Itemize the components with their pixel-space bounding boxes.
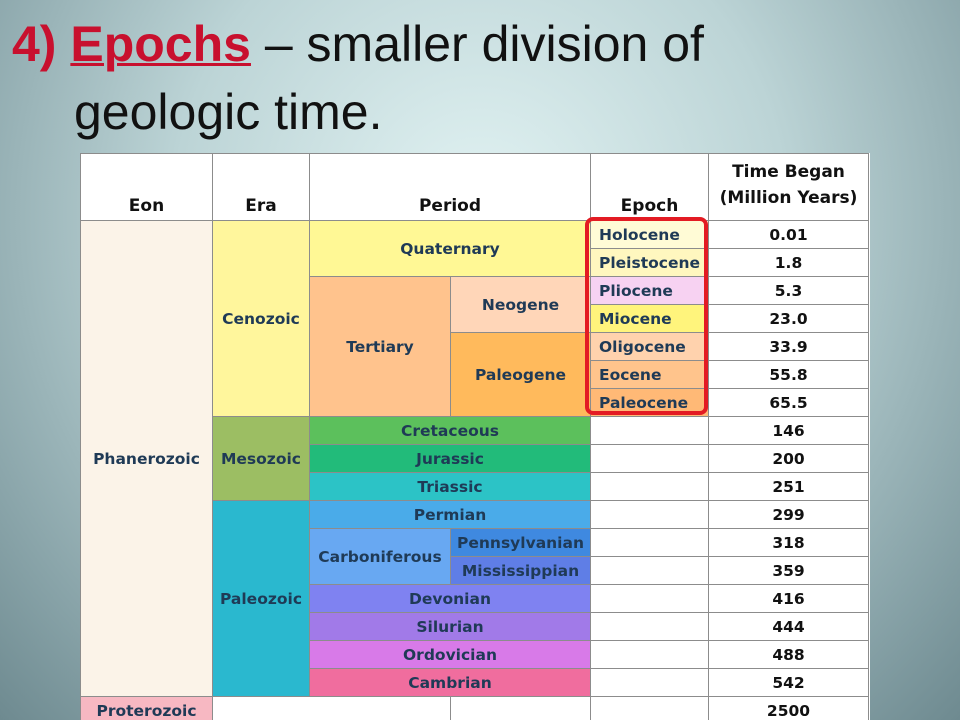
- time-pennsylvanian: 318: [708, 528, 869, 557]
- period-cretaceous: Cretaceous: [309, 416, 591, 445]
- era-empty: [212, 696, 451, 720]
- period-devonian: Devonian: [309, 584, 591, 613]
- time-devonian: 416: [708, 584, 869, 613]
- header-time-began-line2: (Million Years): [719, 188, 858, 208]
- table-row: Tertiary Neogene Pliocene 5.3: [81, 276, 869, 417]
- epoch-pliocene: Pliocene: [590, 276, 709, 305]
- table-row: Jurassic 200: [81, 444, 869, 473]
- time-ordovician: 488: [708, 640, 869, 669]
- epoch-pleistocene: Pleistocene: [590, 248, 709, 277]
- period-permian: Permian: [309, 500, 591, 529]
- period-tertiary: Tertiary: [309, 276, 451, 417]
- title-number: 4): [12, 16, 57, 72]
- title-term: Epochs: [70, 16, 251, 72]
- time-silurian: 444: [708, 612, 869, 641]
- period-silurian: Silurian: [309, 612, 591, 641]
- epoch-empty: [590, 696, 709, 720]
- table-row: Phanerozoic Cenozoic Quaternary Holocene…: [80, 220, 869, 697]
- epoch-holocene: Holocene: [590, 220, 709, 249]
- era-cenozoic: Cenozoic: [212, 220, 310, 417]
- title-line2: geologic time.: [74, 84, 383, 140]
- epoch-empty: [590, 668, 709, 697]
- epoch-empty: [590, 500, 709, 529]
- header-period: Period: [309, 153, 591, 221]
- era-mesozoic: Mesozoic: [212, 416, 310, 501]
- period-carboniferous: Carboniferous: [309, 528, 451, 585]
- period-quaternary: Quaternary: [309, 220, 591, 277]
- period-empty: [450, 696, 591, 720]
- table-row: Silurian 444: [81, 612, 869, 641]
- epoch-empty: [590, 416, 709, 445]
- time-triassic: 251: [708, 472, 869, 501]
- time-cambrian: 542: [708, 668, 869, 697]
- epoch-empty: [590, 528, 709, 557]
- title-definition: – smaller division of: [250, 16, 704, 72]
- time-paleocene: 65.5: [708, 388, 869, 417]
- period-ordovician: Ordovician: [309, 640, 591, 669]
- table-row: Paleogene Oligocene 33.9: [81, 332, 869, 417]
- header-eon: Eon: [80, 153, 213, 221]
- header-time-began: Time Began (Million Years): [708, 153, 869, 221]
- eon-proterozoic: Proterozoic: [80, 696, 213, 720]
- table-row: Pleistocene 1.8: [81, 248, 869, 277]
- period-pennsylvanian: Pennsylvanian: [450, 528, 591, 557]
- header-time-began-line1: Time Began: [732, 162, 845, 182]
- table-row: Carboniferous Pennsylvanian 318: [81, 528, 869, 585]
- table-row: Triassic 251: [81, 472, 869, 501]
- eon-phanerozoic: Phanerozoic: [80, 220, 213, 697]
- header-era: Era: [212, 153, 310, 221]
- table-row: Mesozoic Cretaceous 146: [81, 416, 869, 501]
- table-row: Devonian 416: [81, 584, 869, 613]
- period-cambrian: Cambrian: [309, 668, 591, 697]
- table-row: Eocene 55.8: [81, 360, 869, 389]
- time-holocene: 0.01: [708, 220, 869, 249]
- epoch-empty: [590, 556, 709, 585]
- time-oligocene: 33.9: [708, 332, 869, 361]
- epoch-miocene: Miocene: [590, 304, 709, 333]
- epoch-empty: [590, 612, 709, 641]
- time-pleistocene: 1.8: [708, 248, 869, 277]
- period-jurassic: Jurassic: [309, 444, 591, 473]
- table-row: Miocene 23.0: [81, 304, 869, 333]
- time-mississippian: 359: [708, 556, 869, 585]
- time-proterozoic: 2500: [708, 696, 869, 720]
- period-triassic: Triassic: [309, 472, 591, 501]
- era-paleozoic: Paleozoic: [212, 500, 310, 697]
- header-epoch: Epoch: [590, 153, 709, 221]
- slide-title: 4) Epochs – smaller division of geologic…: [12, 10, 942, 146]
- epoch-oligocene: Oligocene: [590, 332, 709, 361]
- period-paleogene: Paleogene: [450, 332, 591, 417]
- time-eocene: 55.8: [708, 360, 869, 389]
- period-mississippian: Mississippian: [450, 556, 591, 585]
- geologic-time-table: Eon Era Period Epoch Time Began (Million…: [80, 153, 870, 720]
- period-neogene: Neogene: [450, 276, 591, 333]
- table-row: Cambrian 542: [81, 668, 869, 697]
- epoch-empty: [590, 444, 709, 473]
- time-pliocene: 5.3: [708, 276, 869, 305]
- time-cretaceous: 146: [708, 416, 869, 445]
- table-row: Paleozoic Permian 299: [81, 500, 869, 697]
- epoch-empty: [590, 640, 709, 669]
- time-permian: 299: [708, 500, 869, 529]
- epoch-eocene: Eocene: [590, 360, 709, 389]
- header-row: Eon Era Period Epoch Time Began (Million…: [80, 153, 869, 221]
- epoch-paleocene: Paleocene: [590, 388, 709, 417]
- epoch-empty: [590, 472, 709, 501]
- table-row: Proterozoic 2500: [80, 696, 869, 720]
- time-jurassic: 200: [708, 444, 869, 473]
- epoch-empty: [590, 584, 709, 613]
- time-miocene: 23.0: [708, 304, 869, 333]
